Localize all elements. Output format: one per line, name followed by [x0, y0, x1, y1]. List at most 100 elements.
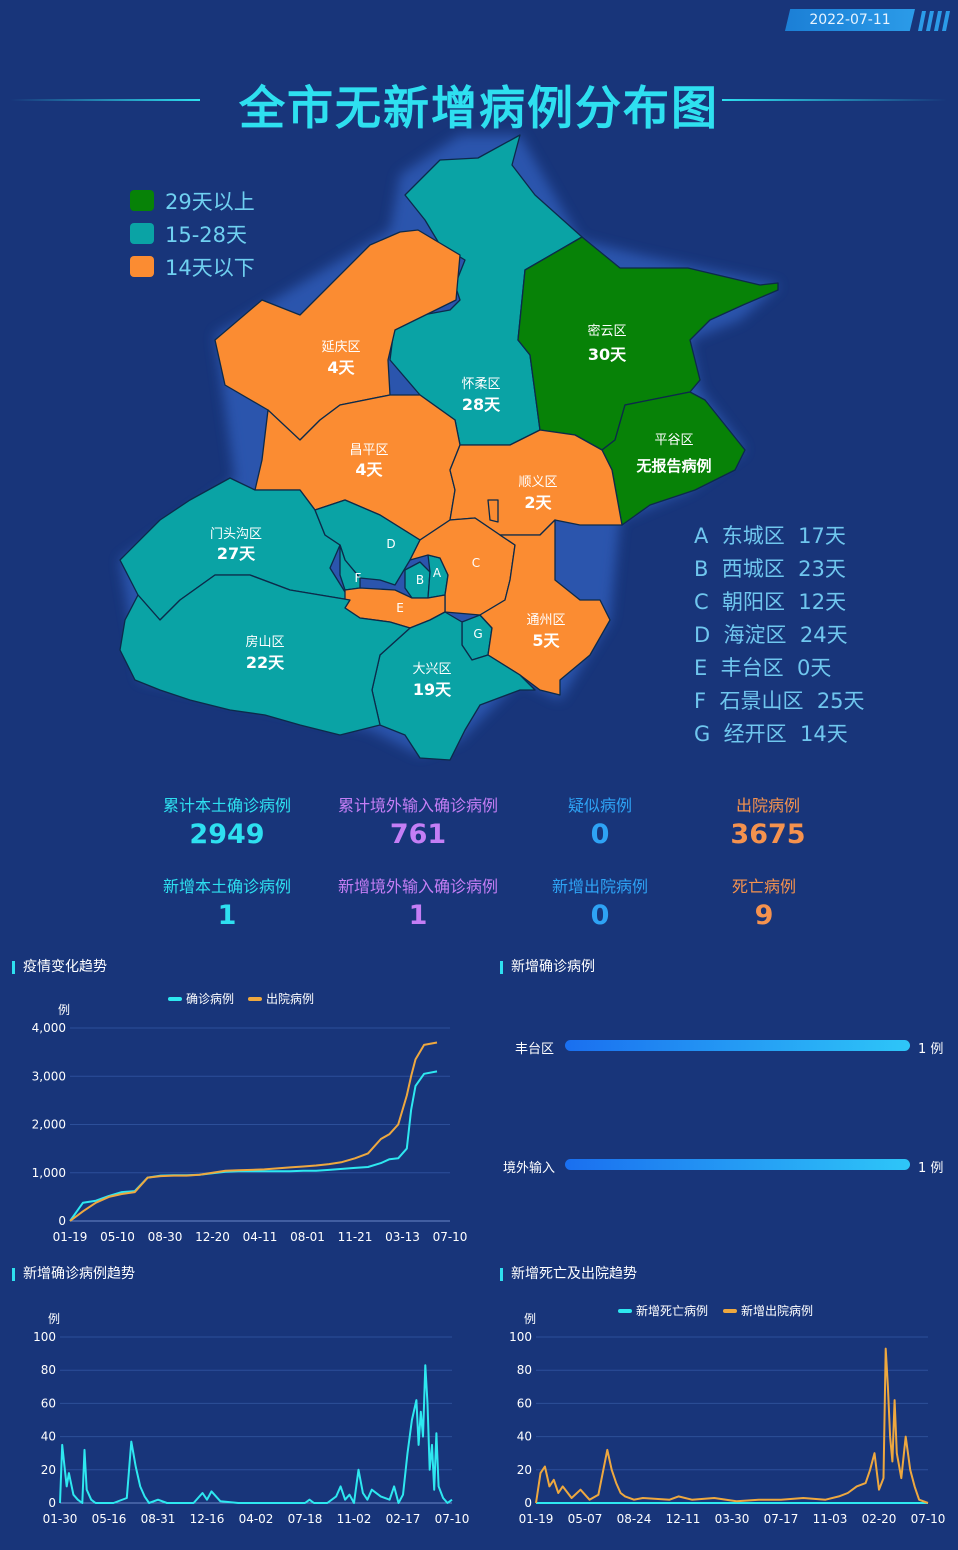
- key-name: 经开区: [723, 722, 787, 746]
- legend-swatch: [130, 190, 154, 211]
- district-days-shunyi: 2天: [524, 493, 552, 512]
- district-days-miyun: 30天: [588, 345, 627, 364]
- panel-title-death-discharge: 新增死亡及出院趋势: [500, 1267, 637, 1281]
- district-map: 延庆区 4天 怀柔区 28天 密云区 30天 平谷区 无报告病例 昌平区 4天 …: [119, 134, 780, 761]
- series-line: [535, 1347, 929, 1504]
- key-days: 14天: [800, 722, 848, 746]
- key-letter: E: [694, 656, 708, 680]
- key-name: 石景山区: [719, 689, 804, 713]
- bar-value-label: 1 例: [918, 1042, 944, 1057]
- map-letter-b: B: [416, 573, 424, 587]
- stat-value: 761: [389, 819, 447, 850]
- district-days-daxing: 19天: [413, 680, 452, 699]
- x-tick-label: 12-20: [195, 1230, 230, 1244]
- y-tick-label: 40: [517, 1430, 532, 1444]
- key-days: 17天: [798, 524, 846, 548]
- x-tick-label: 04-11: [243, 1230, 278, 1244]
- y-tick-label: 20: [517, 1463, 532, 1477]
- x-tick-label: 11-02: [337, 1512, 372, 1526]
- key-name: 丰台区: [720, 656, 784, 680]
- district-days-huairou: 28天: [462, 395, 501, 414]
- x-tick-label: 02-17: [386, 1512, 421, 1526]
- key-name: 东城区: [721, 524, 785, 548]
- series-line: [69, 1041, 438, 1222]
- stat-value: 0: [590, 819, 610, 850]
- date-stripes-icon: [918, 11, 950, 31]
- x-tick-label: 02-20: [862, 1512, 897, 1526]
- stat-value: 2949: [189, 819, 265, 850]
- y-axis-label: 例: [58, 1003, 70, 1017]
- region-tongzhou: [479, 519, 611, 696]
- key-letter: B: [694, 557, 709, 581]
- stat-cumulative-imported: 累计境外输入确诊病例 761: [308, 792, 528, 850]
- key-row: C 朝阳区 12天: [694, 586, 865, 619]
- y-tick-label: 3,000: [32, 1069, 66, 1083]
- key-letter: A: [694, 524, 709, 548]
- y-tick-label: 80: [41, 1363, 56, 1377]
- stat-new-discharged: 新增出院病例 0: [490, 873, 710, 931]
- map-letter-a: A: [433, 566, 442, 580]
- legend-item: 14天以下: [130, 250, 255, 283]
- district-name-fangshan: 房山区: [245, 634, 284, 650]
- bar-value-label: 1 例: [918, 1161, 944, 1176]
- x-tick-label: 08-30: [148, 1230, 183, 1244]
- map-letter-c: C: [472, 556, 480, 570]
- x-tick-label: 08-24: [617, 1512, 652, 1526]
- death-discharge-chart: 0 20 40 60 80 100 例 01-19 05-07 08-24 12-11 03-30 07…: [509, 1303, 945, 1526]
- x-tick-label: 12-11: [666, 1512, 701, 1526]
- bar: [565, 1159, 910, 1170]
- x-tick-label: 12-16: [190, 1512, 225, 1526]
- x-tick-label: 01-19: [519, 1512, 554, 1526]
- legend-label: 确诊病例: [186, 991, 234, 1006]
- legend-label: 新增死亡病例: [636, 1303, 708, 1318]
- stat-label: 死亡病例: [731, 877, 796, 896]
- x-tick-label: 05-07: [568, 1512, 603, 1526]
- key-letter: D: [694, 623, 711, 647]
- legend-label: 14天以下: [165, 255, 255, 280]
- district-days-tongzhou: 5天: [532, 631, 560, 650]
- legend-swatch: [248, 997, 262, 1001]
- key-row: A 东城区 17天: [694, 520, 865, 553]
- map-letter-d: D: [386, 537, 395, 551]
- y-tick-label: 60: [517, 1396, 532, 1410]
- region-fangshan: [119, 574, 411, 736]
- bar-category-label: 境外输入: [503, 1161, 556, 1176]
- x-tick-label: 08-31: [141, 1512, 176, 1526]
- stat-discharged: 出院病例 3675: [658, 792, 878, 850]
- stat-label: 疑似病例: [567, 796, 632, 815]
- date-badge: 2022-07-11: [785, 9, 915, 31]
- legend-swatch: [618, 1309, 632, 1313]
- title-decoration-left: [10, 99, 200, 101]
- key-name: 朝阳区: [722, 590, 786, 614]
- stat-value: 1: [217, 900, 237, 931]
- key-days: 23天: [798, 557, 846, 581]
- key-name: 海淀区: [723, 623, 787, 647]
- stat-new-local: 新增本土确诊病例 1: [117, 873, 337, 931]
- panel-title-trend: 疫情变化趋势: [12, 960, 107, 974]
- district-name-yanqing: 延庆区: [321, 340, 360, 355]
- stat-label: 累计本土确诊病例: [162, 796, 291, 815]
- x-tick-label: 11-21: [338, 1230, 373, 1244]
- x-tick-label: 01-19: [53, 1230, 88, 1244]
- key-days: 12天: [798, 590, 847, 614]
- y-axis-label: 例: [524, 1312, 536, 1326]
- legend-item: 15-28天: [130, 217, 255, 250]
- y-tick-label: 0: [48, 1496, 56, 1510]
- key-days: 0天: [797, 656, 832, 680]
- stat-label: 累计境外输入确诊病例: [337, 796, 498, 815]
- x-tick-label: 08-01: [290, 1230, 325, 1244]
- legend-label: 15-28天: [165, 222, 248, 247]
- y-tick-label: 100: [33, 1330, 56, 1344]
- bar-category-label: 丰台区: [515, 1042, 555, 1057]
- panel-title-new-confirmed: 新增确诊病例: [500, 960, 595, 974]
- y-tick-label: 100: [509, 1330, 532, 1344]
- legend-label: 29天以上: [165, 189, 255, 214]
- stat-label: 新增出院病例: [551, 877, 648, 896]
- stat-value: 0: [590, 900, 610, 931]
- district-days-fangshan: 22天: [246, 653, 285, 672]
- y-tick-label: 0: [524, 1496, 532, 1510]
- district-name-changping: 昌平区: [349, 443, 388, 458]
- y-tick-label: 4,000: [32, 1021, 66, 1035]
- map-letter-f: F: [355, 571, 362, 585]
- x-tick-label: 07-18: [288, 1512, 323, 1526]
